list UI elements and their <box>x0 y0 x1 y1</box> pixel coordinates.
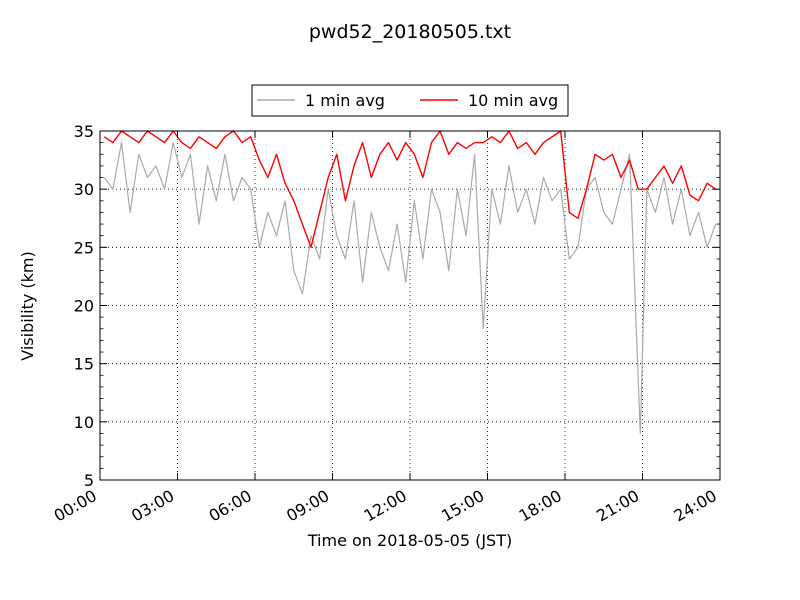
legend-box <box>251 84 569 117</box>
y-tick-label: 5 <box>84 471 94 490</box>
y-tick-label: 35 <box>74 122 94 141</box>
chart-legend: 1 min avg 10 min avg <box>251 84 569 117</box>
plot-series <box>103 130 717 435</box>
x-axis-label: Time on 2018-05-05 (JST) <box>307 531 512 550</box>
gridlines <box>100 131 720 480</box>
y-tick-label: 20 <box>74 297 94 316</box>
series-line-10min <box>103 130 717 249</box>
y-tick-label: 15 <box>74 355 94 374</box>
chart-title: pwd52_20180505.txt <box>309 21 511 43</box>
axis-ticks <box>99 130 721 481</box>
y-tick-label: 10 <box>74 413 94 432</box>
legend-label-1min: 1 min avg <box>305 91 385 110</box>
series-line-1min <box>103 142 717 435</box>
y-axis-label: Visibility (km) <box>18 251 37 360</box>
legend-label-10min: 10 min avg <box>468 91 558 110</box>
y-tick-label: 30 <box>74 180 94 199</box>
y-tick-label: 25 <box>74 238 94 257</box>
